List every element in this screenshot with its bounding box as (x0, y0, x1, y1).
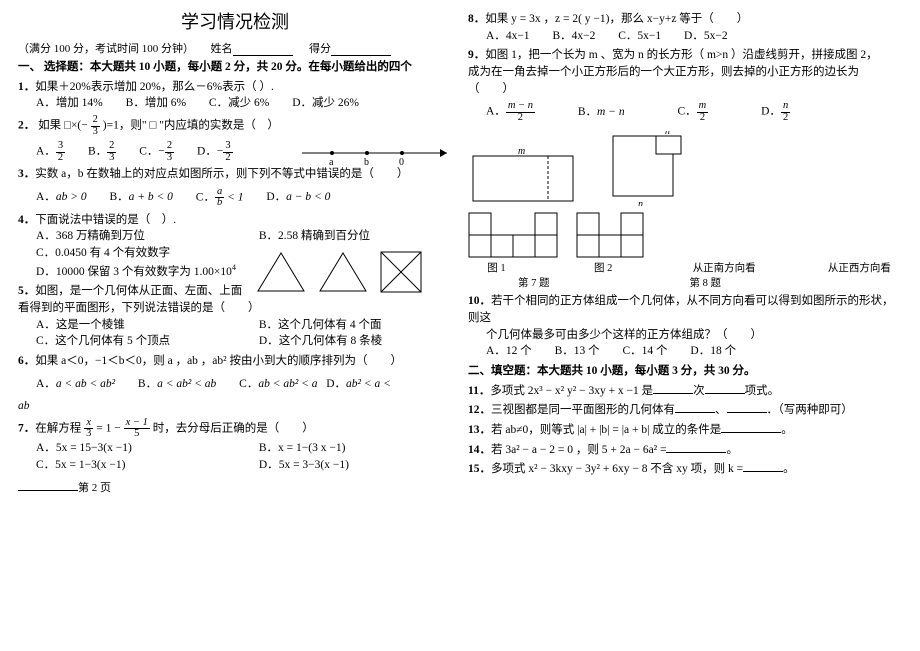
q3-text: 实数 a，b 在数轴上的对应点如图所示，则下列不等式中错误的是（ ） (35, 168, 408, 180)
page-footer: 第 2 页 (18, 479, 452, 495)
q2-t2: )=1，则" □ "内应填的实数是（ ） (103, 120, 279, 132)
svg-text:n: n (638, 199, 643, 206)
left-column: 学习情况检测 （满分 100 分，考试时间 100 分钟） 姓名 得分 一、 选… (10, 8, 460, 643)
q3-d: a − b < 0 (286, 191, 330, 203)
svg-text:0: 0 (399, 157, 404, 168)
q1: 1．如果＋20%表示增加 20%，那么－6%表示（ ）. A．增加 14% B．… (18, 79, 452, 112)
q3: 3．实数 a，b 在数轴上的对应点如图所示，则下列不等式中错误的是（ ） A．a… (18, 166, 452, 209)
svg-text:a: a (329, 157, 334, 168)
q4-text: 下面说法中错误的是（ ）. (35, 214, 176, 226)
grid-fig2 (576, 212, 646, 258)
q5-shapes (256, 251, 452, 293)
square-x (380, 251, 422, 293)
score-label: 得分 (309, 43, 331, 55)
triangle-2 (318, 251, 368, 293)
svg-text:m: m (518, 146, 525, 157)
q8: 8．如果 y = 3x ，z = 2( y −1)，那么 x−y+z 等于（ ）… (468, 11, 902, 44)
q2: 2． 如果 □×(− 23 )=1，则" □ "内应填的实数是（ ） A．32 … (18, 115, 452, 163)
q1-d: 减少 26% (312, 97, 359, 109)
meta-line: （满分 100 分，考试时间 100 分钟） 姓名 得分 (18, 40, 452, 56)
page-title: 学习情况检测 (18, 8, 452, 34)
name-label: 姓名 (211, 43, 233, 55)
grid-figures (468, 212, 902, 258)
full-marks: （满分 100 分，考试时间 100 分钟） (18, 43, 194, 55)
q10: 10．若干个相同的正方体组成一个几何体，从不同方向看可以得到如图所示的形状， 则… (468, 293, 902, 360)
q2-t1: 如果 □×(− (38, 120, 88, 132)
name-blank (233, 55, 293, 56)
q1-b: 增加 6% (145, 97, 186, 109)
sec1-a: 一、 (18, 61, 41, 73)
q1-a: 增加 14% (56, 97, 103, 109)
fig9-rect1: m (468, 146, 578, 206)
q3-a: ab > 0 (56, 191, 87, 203)
q12: 12．三视图都是同一平面图形的几何体有、．（写两种即可） (468, 402, 902, 419)
fig-题号: 第 7 题 第 8 题 (468, 275, 902, 290)
q13: 13．若 ab≠0，则等式 |a| + |b| = |a + b| 成立的条件是… (468, 422, 902, 439)
q1-text: 如果＋20%表示增加 20%，那么－6%表示（ ）. (35, 81, 274, 93)
fig-captions: 图 1 图 2 从正南方向看 从正西方向看 (468, 260, 902, 275)
score-blank (331, 55, 391, 56)
grid-fig1 (468, 212, 560, 258)
right-column: 8．如果 y = 3x ，z = 2( y −1)，那么 x−y+z 等于（ ）… (460, 8, 910, 643)
q1-c: 减少 6% (228, 97, 269, 109)
q9: 9．如图 1，把一个长为 m 、宽为 n 的长方形（ m>n ）沿虚线剪开，拼接… (468, 47, 902, 206)
q7: 7．在解方程 x3 = 1 − x − 15 时，去分母后正确的是（ ） A．5… (18, 418, 452, 473)
number-line-figure: a b 0 (302, 143, 452, 169)
triangle-1 (256, 251, 306, 293)
q5: 5．如图，是一个几何体从正面、左面、上面 看得到的平面图形，下列说法错误的是（ … (18, 283, 452, 350)
q15: 15．多项式 x² − 3kxy − 3y² + 6xy − 8 不含 xy 项… (468, 461, 902, 478)
section2-header: 二、填空题：本大题共 10 小题，每小题 3 分，共 30 分。 (468, 363, 902, 380)
svg-text:b: b (364, 157, 369, 168)
q3-b: a + b < 0 (129, 191, 173, 203)
q6: 6．如果 a＜0，−1＜b＜0，则 a ，ab ，ab² 按由小到大的顺序排列为… (18, 353, 452, 415)
fig9-rect2: n n (608, 131, 688, 206)
q14: 14．若 3a² − a − 2 = 0 ，则 5 + 2a − 6a² =。 (468, 442, 902, 459)
sec1-b: 选择题：本大题共 10 小题，每小题 2 分，共 20 分。在每小题给出的四个 (44, 61, 412, 73)
svg-text:n: n (665, 131, 670, 137)
q11: 11．多项式 2x³ − x² y² − 3xy + x −1 是次项式。 (468, 383, 902, 400)
section1-header: 一、 选择题：本大题共 10 小题，每小题 2 分，共 20 分。在每小题给出的… (18, 59, 452, 76)
